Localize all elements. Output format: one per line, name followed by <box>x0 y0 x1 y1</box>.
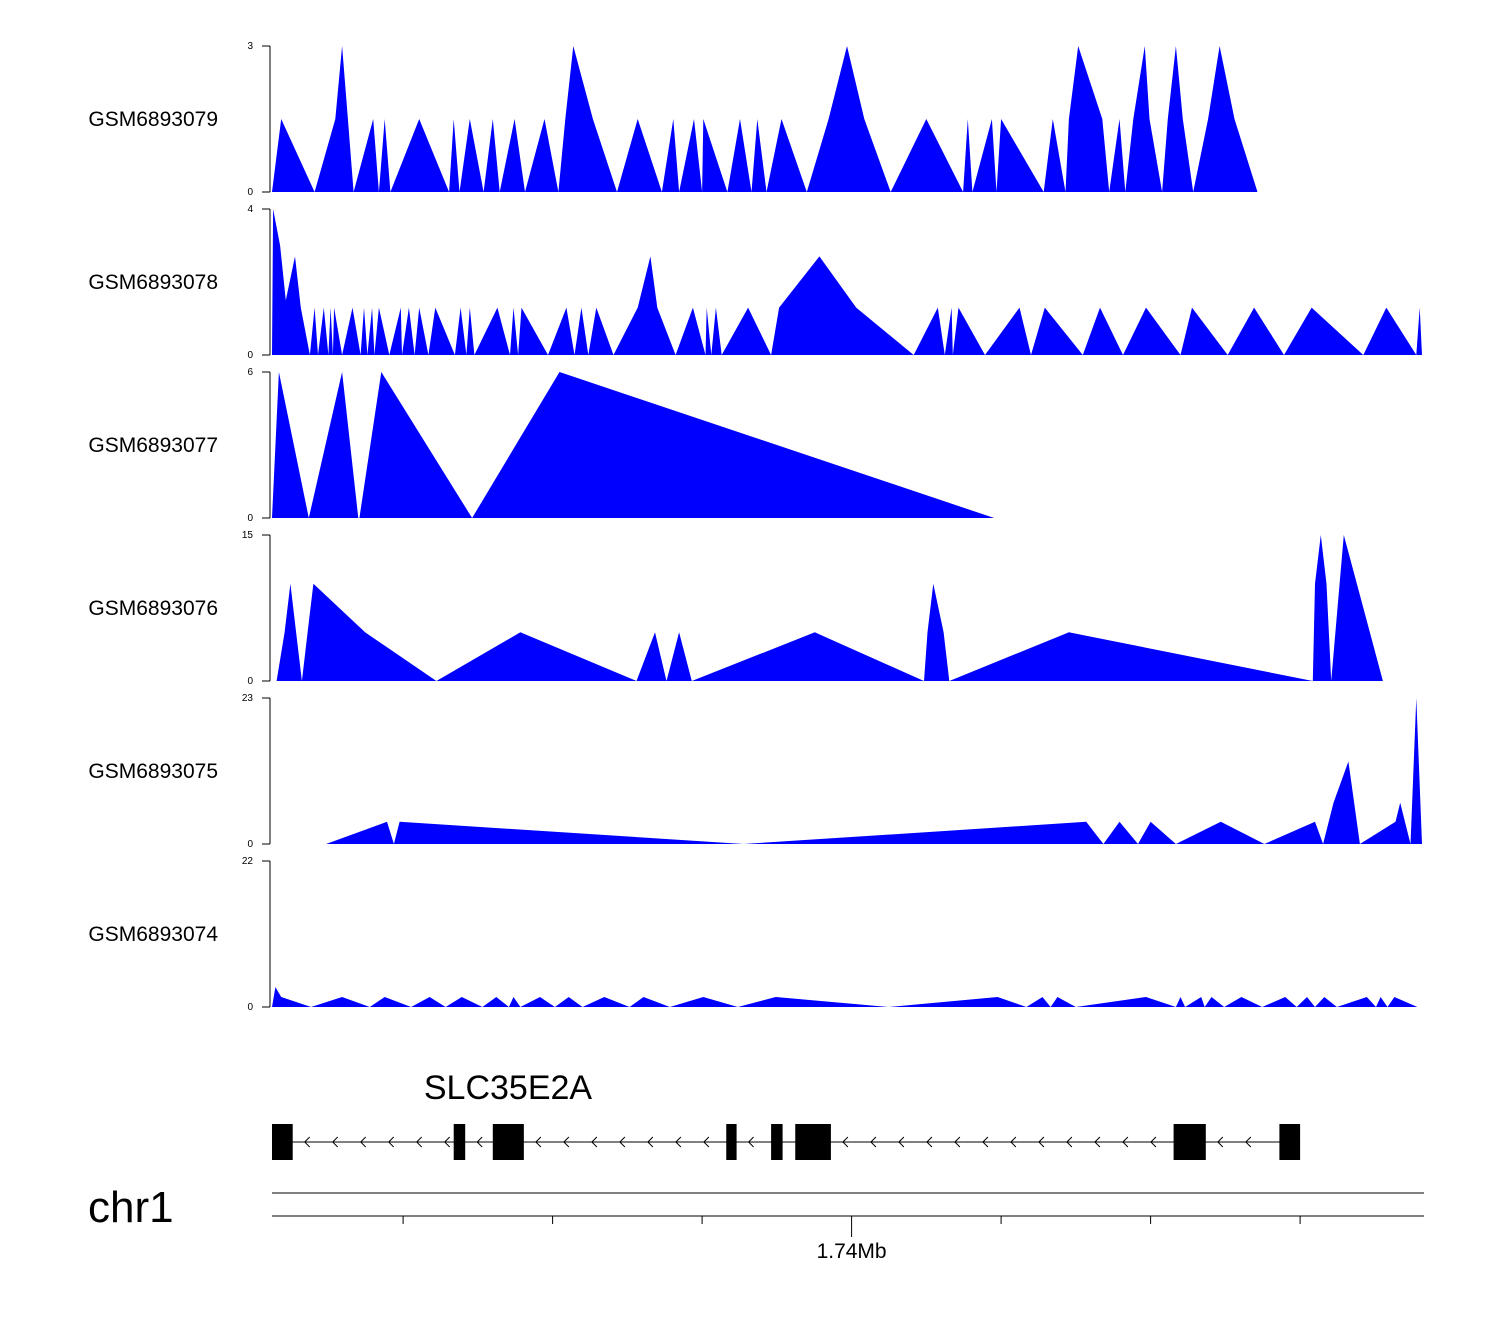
track-GSM6893075: GSM6893075 23 0 <box>88 693 1423 850</box>
strand-arrow-icon <box>1010 1136 1017 1148</box>
track-label: GSM6893074 <box>88 923 218 946</box>
chromosome-label: chr1 <box>88 1183 174 1232</box>
strand-arrow-icon <box>1217 1136 1224 1148</box>
strand-arrow-icon <box>303 1136 311 1148</box>
y-axis-min-label: 0 <box>247 187 253 198</box>
gene-exon <box>795 1124 831 1160</box>
y-axis-min-label: 0 <box>247 1002 253 1013</box>
strand-arrow-icon <box>619 1136 626 1148</box>
y-axis-min-label: 0 <box>247 350 253 361</box>
track-label: GSM6893076 <box>88 597 218 620</box>
strand-arrow-icon <box>954 1136 961 1148</box>
y-axis-min-label: 0 <box>247 513 253 524</box>
gene-exon <box>272 1124 293 1160</box>
strand-arrow-icon <box>1038 1136 1045 1148</box>
strand-arrow-icon <box>591 1136 598 1148</box>
y-axis-max-label: 23 <box>242 693 254 704</box>
track-label: GSM6893078 <box>88 271 218 294</box>
coverage-area <box>272 209 1422 355</box>
coverage-tracks: GSM689307930GSM689307840GSM689307760GSM6… <box>88 41 1423 1013</box>
coverage-area <box>272 987 1418 1007</box>
coverage-area <box>272 46 1422 192</box>
y-axis-max-label: 3 <box>247 41 253 52</box>
track-GSM6893077: GSM6893077 6 0 <box>88 367 995 524</box>
y-axis-max-label: 6 <box>247 367 253 378</box>
y-axis-max-label: 15 <box>242 530 254 541</box>
strand-arrow-icon <box>1122 1136 1129 1148</box>
gene-exon <box>771 1124 783 1160</box>
genome-axis: chr1 1.74Mb <box>88 1183 1424 1263</box>
strand-arrow-icon <box>1150 1136 1157 1148</box>
track-label: GSM6893075 <box>88 760 218 783</box>
strand-arrow-icon <box>1094 1136 1101 1148</box>
gene-model: SLC35E2A <box>272 1069 1301 1160</box>
strand-arrow-icon <box>476 1136 483 1148</box>
strand-arrow-icon <box>563 1136 570 1148</box>
strand-arrow-icon <box>535 1136 542 1148</box>
strand-arrow-icon <box>926 1136 933 1148</box>
track-label: GSM6893079 <box>88 108 218 131</box>
strand-arrow-icon <box>1066 1136 1073 1148</box>
strand-arrow-icon <box>415 1136 423 1148</box>
strand-arrow-icon <box>747 1136 754 1148</box>
y-axis-max-label: 22 <box>242 856 254 867</box>
track-GSM6893076: GSM6893076 15 0 <box>88 530 1383 687</box>
strand-arrow-icon <box>331 1136 339 1148</box>
strand-arrow-icon <box>703 1136 710 1148</box>
strand-arrow-icon <box>647 1136 654 1148</box>
track-GSM6893079: GSM6893079 3 0 <box>88 41 1422 198</box>
axis-major-tick-label: 1.74Mb <box>817 1240 887 1263</box>
coverage-area <box>276 535 1383 681</box>
gene-label: SLC35E2A <box>424 1069 593 1107</box>
strand-arrow-icon <box>1245 1136 1252 1148</box>
strand-arrow-icon <box>982 1136 989 1148</box>
y-axis-min-label: 0 <box>247 839 253 850</box>
strand-arrow-icon <box>359 1136 367 1148</box>
strand-arrow-icon <box>387 1136 395 1148</box>
y-axis-min-label: 0 <box>247 676 253 687</box>
gene-exon <box>726 1124 737 1160</box>
gene-exon <box>1279 1124 1301 1160</box>
coverage-area <box>272 372 995 518</box>
track-label: GSM6893077 <box>88 434 218 457</box>
strand-arrow-icon <box>870 1136 877 1148</box>
strand-arrow-icon <box>842 1136 849 1148</box>
gene-exon <box>1173 1124 1206 1160</box>
gene-exon <box>492 1124 524 1160</box>
coverage-area <box>326 698 1423 844</box>
strand-arrow-icon <box>443 1136 451 1148</box>
gene-exon <box>453 1124 466 1160</box>
strand-arrow-icon <box>898 1136 905 1148</box>
strand-arrow-icon <box>675 1136 682 1148</box>
track-GSM6893074: GSM6893074 22 0 <box>88 856 1418 1013</box>
y-axis-max-label: 4 <box>247 204 253 215</box>
track-GSM6893078: GSM6893078 4 0 <box>88 204 1422 361</box>
